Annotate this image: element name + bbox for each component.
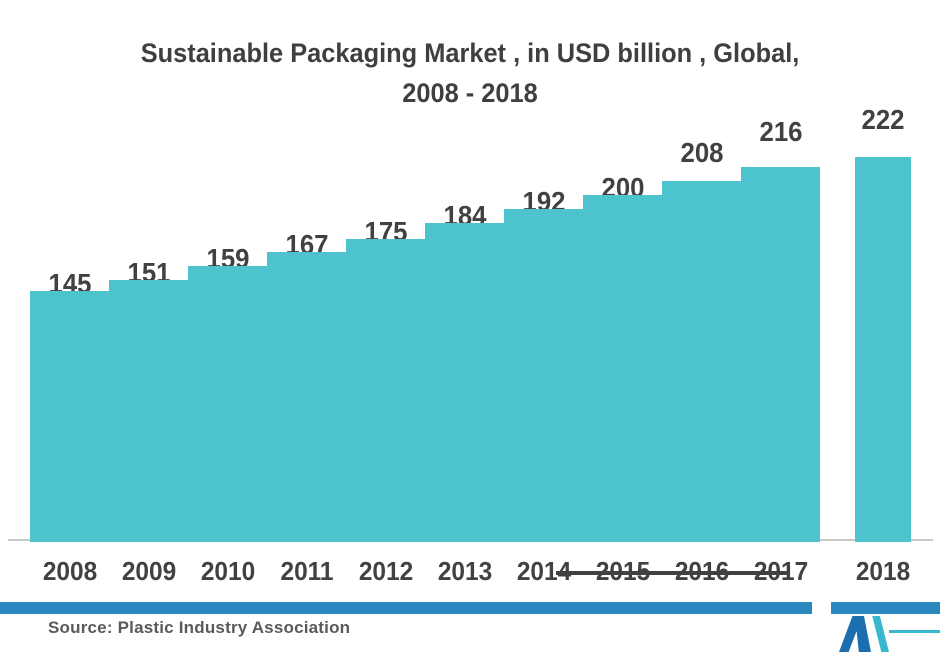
x-axis-label-2018: 2018: [855, 556, 911, 586]
year-strikethrough-line: [556, 571, 790, 575]
bar-2018: [855, 157, 911, 542]
bar-2012: [346, 239, 425, 542]
bar-2009: [109, 280, 188, 542]
x-axis-label-2008: 2008: [42, 556, 97, 586]
x-axis-label-2014: 2014: [516, 556, 571, 586]
x-axis-label-2015: 2015: [595, 556, 650, 586]
mordor-intelligence-logo-icon: [839, 616, 889, 652]
bar-value-label: 222: [861, 104, 905, 135]
bar-2013: [425, 223, 504, 542]
bar-2014: [504, 209, 583, 542]
bar-2011: [267, 252, 346, 542]
bar-2017: [741, 167, 820, 542]
bar-2016: [662, 181, 741, 542]
bar-value-label: 216: [759, 116, 802, 147]
source-attribution: Source: Plastic Industry Association: [48, 618, 351, 637]
x-axis-label-2017: 2017: [753, 556, 808, 586]
bar-2015: [583, 195, 662, 542]
bar-2008: [30, 291, 109, 542]
x-axis-label-2009: 2009: [121, 556, 176, 586]
logo-left-shape: [839, 616, 871, 652]
footer-divider-band-right: [831, 602, 940, 614]
x-axis-label-2012: 2012: [358, 556, 413, 586]
bar-2010: [188, 266, 267, 542]
x-axis-label-2013: 2013: [437, 556, 492, 586]
chart-title-line1: Sustainable Packaging Market , in USD bi…: [140, 38, 800, 68]
x-axis-label-2016: 2016: [674, 556, 729, 586]
chart-title-line2: 2008 - 2018: [402, 78, 538, 108]
bar-value-label: 208: [680, 137, 723, 168]
footer-divider-band: [0, 602, 812, 614]
x-axis-label-2011: 2011: [279, 556, 334, 586]
x-axis-label-2010: 2010: [200, 556, 255, 586]
logo-underline: [889, 630, 940, 633]
